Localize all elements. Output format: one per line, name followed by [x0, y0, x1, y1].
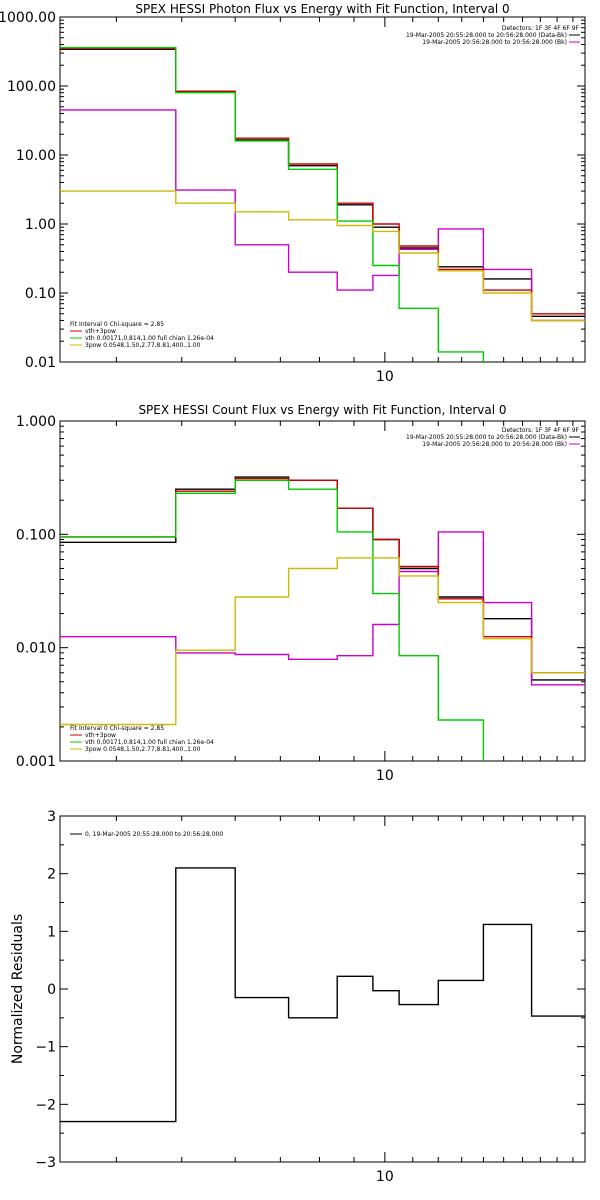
legend-text: vth 0.00171,0.814,1.00 full chian 1.26e-…: [85, 335, 214, 342]
y-tick-label: −3: [35, 1155, 56, 1171]
chart-title: SPEX HESSI Photon Flux vs Energy with Fi…: [135, 2, 509, 16]
chart-panel-1: SPEX HESSI Photon Flux vs Energy with Fi…: [0, 2, 586, 385]
legend-text: 3pow 0.0548,1.50,2.77,8.81,400.,1.00: [85, 746, 201, 753]
legend-top-left: 0, 19-Mar-2005 20:55:28.000 to 20:56:28.…: [70, 831, 223, 838]
series-group: [60, 476, 585, 761]
legend-bottom-left: Fit Interval 0 Chi-square = 2.85vth+3pow…: [70, 321, 214, 349]
series-line-2: [60, 109, 585, 322]
y-tick-label: −2: [35, 1097, 56, 1113]
y-tick-label: 1: [47, 924, 56, 940]
legend-bottom-left: Fit Interval 0 Chi-square = 2.85vth+3pow…: [70, 725, 214, 753]
y-tick-label: 2: [47, 867, 56, 883]
series-line-3: [60, 477, 585, 674]
series-line-1: [60, 476, 585, 681]
series-line-4: [60, 46, 485, 362]
series-line-1: [60, 867, 585, 1123]
y-tick-label: 1.00: [25, 217, 56, 233]
y-tick-label: 10.00: [16, 148, 56, 164]
legend-text: vth+3pow: [85, 328, 116, 335]
plot-frame: [59, 420, 586, 762]
y-tick-label: 0.10: [25, 286, 56, 302]
y-axis-label: Normalized Residuals: [10, 914, 26, 1064]
series-line-4: [60, 479, 485, 761]
series-line-1: [60, 48, 585, 317]
y-tick-label: 0.001: [16, 754, 56, 770]
legend-text: vth+3pow: [85, 732, 116, 739]
series-group: [60, 867, 585, 1123]
legend-text: Fit Interval 0 Chi-square = 2.85: [70, 321, 164, 328]
series-line-5: [60, 557, 585, 726]
legend-text: Detectors: 1F 3F 4F 6F 9F: [502, 25, 580, 32]
y-tick-label: 1000.00: [0, 10, 56, 26]
y-tick-label: 1.000: [16, 414, 56, 430]
y-tick-label: 3: [47, 809, 56, 825]
plot-frame: [59, 16, 586, 363]
plot-frame: [59, 815, 586, 1163]
series-line-5: [60, 190, 585, 322]
x-tick-label: 10: [376, 1169, 394, 1185]
legend-text: 19-Mar-2005 20:55:28.000 to 20:56:28.000…: [406, 434, 567, 441]
legend-text: Fit Interval 0 Chi-square = 2.85: [70, 725, 164, 732]
x-tick-label: 10: [376, 369, 394, 385]
y-tick-label: 0.010: [16, 641, 56, 657]
legend-text: 0, 19-Mar-2005 20:55:28.000 to 20:56:28.…: [85, 831, 223, 838]
legend-text: 19-Mar-2005 20:55:28.000 to 20:56:28.000…: [406, 32, 567, 39]
legend-text: 3pow 0.0548,1.50,2.77,8.81,400.,1.00: [85, 342, 201, 349]
chart-panel-2: SPEX HESSI Count Flux vs Energy with Fit…: [16, 403, 586, 784]
chart-title: SPEX HESSI Count Flux vs Energy with Fit…: [138, 403, 506, 417]
x-tick-label: 10: [376, 768, 394, 784]
y-tick-label: 0.100: [16, 527, 56, 543]
y-tick-label: 0: [47, 982, 56, 998]
series-line-3: [60, 47, 585, 315]
y-tick-label: −1: [35, 1040, 56, 1056]
y-tick-label: 0.01: [25, 355, 56, 371]
series-line-2: [60, 531, 585, 686]
legend-text: 19-Mar-2005 20:56:28.000 to 20:56:28.000…: [422, 39, 567, 46]
legend-text: Detectors: 1F 3F 4F 6F 9F: [502, 427, 580, 434]
legend-text: 19-Mar-2005 20:56:28.000 to 20:56:28.000…: [422, 441, 567, 448]
y-tick-label: 100.00: [7, 79, 56, 95]
series-group: [60, 46, 585, 362]
legend-text: vth 0.00171,0.814,1.00 full chian 1.26e-…: [85, 739, 214, 746]
